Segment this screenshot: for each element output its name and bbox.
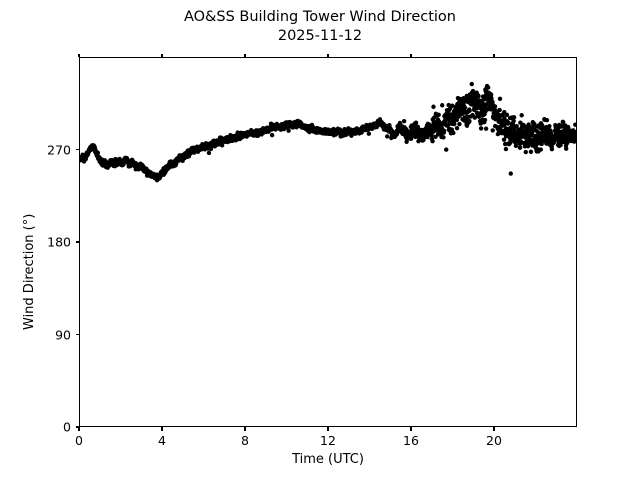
x-tick-mark-top: [493, 53, 495, 57]
chart-title-line-2: 2025-11-12: [277, 28, 363, 44]
x-tick-mark-top: [410, 53, 412, 57]
y-tick-label: 0: [63, 419, 71, 435]
y-tick-mark: [75, 426, 79, 428]
x-tick-label: 8: [241, 433, 249, 448]
y-axis-label: Wind Direction (°): [22, 213, 37, 330]
x-tick-label: 0: [75, 433, 83, 448]
x-tick-mark: [244, 427, 246, 431]
x-tick-mark: [161, 427, 163, 431]
x-tick-mark-top: [78, 53, 80, 57]
x-tick-mark-top: [244, 53, 246, 57]
scatter-data-layer: [80, 81, 576, 183]
y-tick-mark: [75, 241, 79, 243]
chart-title-line-1: AO&SS Building Tower Wind Direction: [183, 9, 456, 25]
x-tick-label: 4: [158, 433, 166, 448]
x-tick-label: 12: [320, 433, 336, 448]
x-tick-label: 16: [403, 433, 419, 448]
plot-area: [79, 57, 577, 427]
chart-title: AO&SS Building Tower Wind Direction 2025-…: [0, 8, 640, 46]
x-axis-label: Time (UTC): [292, 452, 364, 467]
y-tick-mark: [75, 148, 79, 151]
y-tick-label: 180: [47, 234, 71, 250]
x-tick-mark-top: [327, 53, 329, 57]
y-tick-mark: [75, 333, 79, 336]
y-tick-label: 270: [47, 142, 71, 157]
x-tick-mark: [410, 427, 412, 431]
x-tick-mark-top: [161, 53, 163, 57]
x-tick-mark: [327, 427, 329, 431]
x-tick-mark: [493, 427, 495, 431]
x-tick-label: 20: [486, 433, 502, 448]
x-tick-mark: [78, 427, 80, 431]
y-tick-label: 90: [55, 327, 71, 342]
